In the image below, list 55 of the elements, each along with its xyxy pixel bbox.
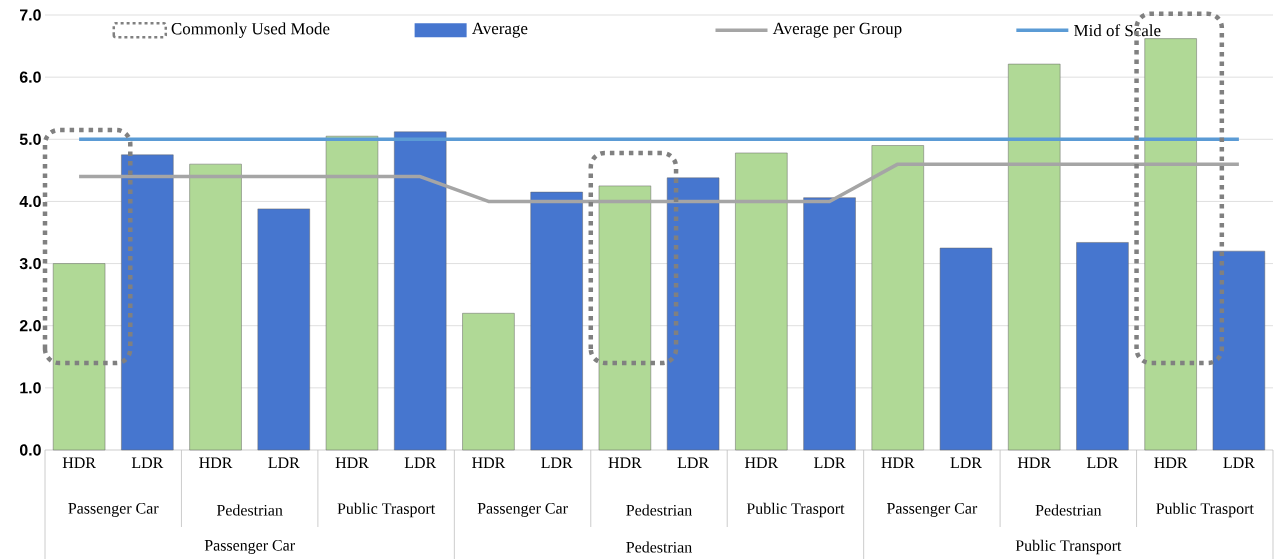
x-tick-label: HDR — [335, 457, 369, 468]
bar — [189, 163, 242, 451]
y-tick-label: 3.0 — [19, 257, 41, 270]
bar — [871, 145, 924, 451]
x-tick-label: HDR — [608, 457, 642, 468]
y-tick-label: 6.0 — [19, 71, 41, 83]
bar — [735, 152, 788, 451]
bar — [1212, 250, 1266, 451]
text: Public Trasport — [1156, 502, 1254, 518]
legend-label: Mid of Scale — [1074, 24, 1161, 37]
bar — [803, 197, 856, 451]
bar — [462, 313, 515, 451]
x-tick-label: LDR — [814, 457, 846, 468]
bar — [325, 135, 379, 451]
text: Public Trasport — [746, 502, 845, 518]
y-tick-label: 2.0 — [19, 320, 41, 332]
x-tick-label: LDR — [1086, 457, 1119, 468]
y-tick-label: 5.0 — [19, 133, 41, 145]
x-tick-label: LDR — [677, 457, 710, 468]
text: Passenger Car — [68, 503, 159, 517]
x-tick-label: HDR — [199, 457, 233, 468]
text: Passenger Car — [204, 540, 295, 554]
text: Passenger Car — [477, 503, 568, 517]
text: Pedestrian — [626, 541, 692, 553]
x-tick-label: LDR — [404, 457, 437, 468]
text: Pedestrian — [1035, 504, 1102, 516]
x-tick-label: HDR — [1017, 457, 1052, 468]
y-tick-label: 4.0 — [19, 195, 41, 208]
x-tick-label: HDR — [1154, 457, 1188, 468]
y-tick-label: 0.0 — [19, 444, 41, 456]
x-tick-label: LDR — [131, 457, 164, 468]
x-tick-label: HDR — [744, 457, 779, 468]
x-tick-label: LDR — [1223, 457, 1255, 468]
bar — [530, 191, 583, 451]
bar — [1008, 63, 1061, 451]
x-tick-label: LDR — [541, 457, 573, 468]
y-tick-label: 1.0 — [20, 382, 41, 394]
text: Passenger Car — [886, 503, 978, 517]
x-tick-label: LDR — [950, 457, 982, 468]
bar — [939, 247, 993, 451]
x-tick-label: HDR — [472, 457, 506, 468]
text: Public Trasport — [337, 502, 436, 518]
text: Pedestrian — [216, 504, 283, 516]
x-tick-label: HDR — [62, 457, 96, 468]
x-tick-label: LDR — [268, 457, 300, 468]
x-tick-label: HDR — [881, 457, 915, 468]
bar — [394, 131, 447, 451]
bar — [1076, 242, 1129, 451]
text: Pedestrian — [626, 504, 692, 516]
annotation: Commonly Used Mode — [171, 22, 330, 38]
bar — [257, 208, 310, 451]
legend-label: Average — [471, 22, 528, 38]
legend-label: Average per Group — [772, 22, 902, 38]
text: Public Transport — [1015, 539, 1122, 555]
y-tick-label: 7.0 — [20, 9, 41, 21]
